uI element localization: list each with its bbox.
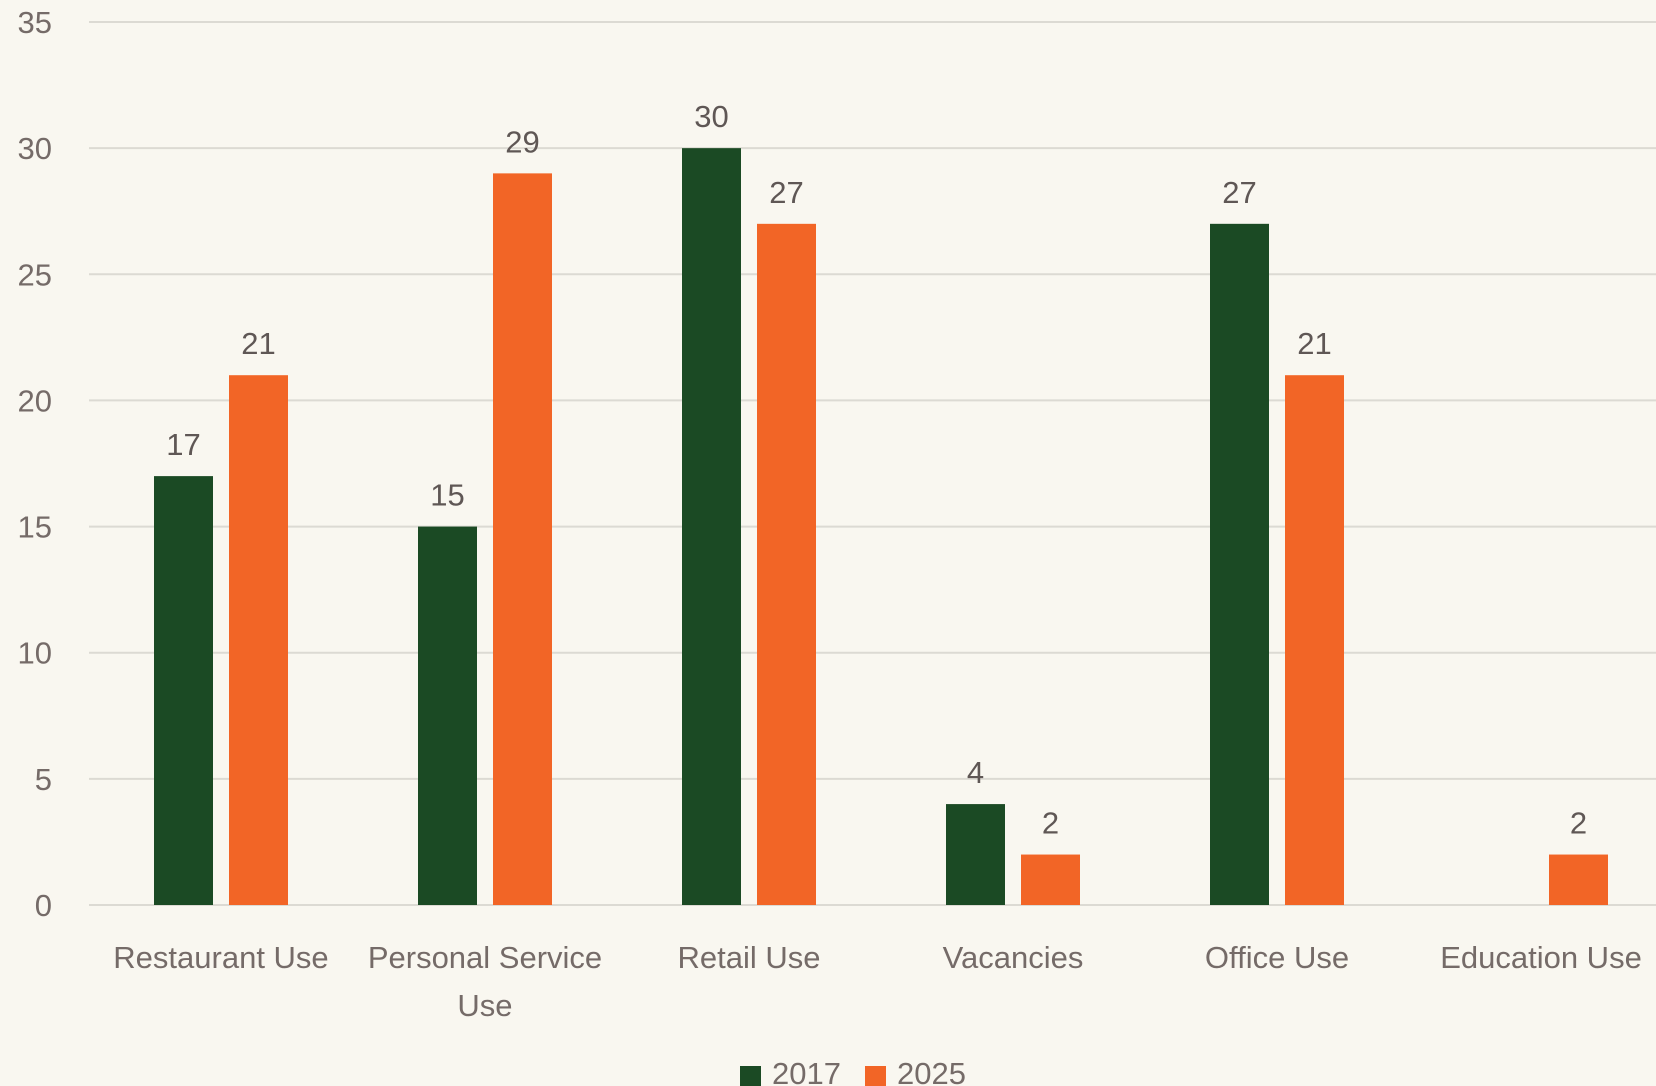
gridlines — [89, 21, 1656, 906]
y-tick-label: 0 — [35, 888, 52, 923]
data-label: 2 — [1042, 806, 1059, 841]
bar-2017 — [418, 526, 477, 905]
x-category-label: Retail Use — [678, 940, 821, 975]
legend-label-2017: 2017 — [772, 1056, 841, 1086]
y-tick-label: 35 — [18, 5, 52, 40]
x-category-label: Personal Service Use — [368, 940, 602, 1023]
bar-2017 — [154, 476, 213, 905]
bar-2025 — [493, 173, 552, 905]
legend-swatch-2025 — [865, 1066, 886, 1086]
bar-2017 — [682, 148, 741, 906]
bar-2025 — [1021, 854, 1080, 905]
x-category-label: Vacancies — [943, 940, 1084, 975]
x-axis: Restaurant Use Personal Service Use Retail … — [113, 940, 1642, 1023]
data-label: 2 — [1570, 806, 1587, 841]
bars: 17 21 15 29 30 27 4 2 27 21 2 — [154, 99, 1608, 906]
data-label: 27 — [1222, 175, 1256, 210]
data-label: 4 — [967, 755, 984, 790]
y-tick-label: 20 — [18, 383, 52, 418]
data-label: 29 — [505, 124, 539, 159]
data-label: 21 — [241, 326, 275, 361]
y-tick-label: 30 — [18, 131, 52, 166]
x-category-label: Restaurant Use — [113, 940, 328, 975]
bar-2025 — [229, 375, 288, 905]
bar-2017 — [1210, 223, 1269, 906]
x-category-label: Education Use — [1440, 940, 1642, 975]
x-category-label: Office Use — [1205, 940, 1349, 975]
y-tick-label: 5 — [35, 762, 52, 797]
legend-label-2025: 2025 — [897, 1056, 966, 1086]
data-label: 30 — [694, 99, 728, 134]
data-label: 27 — [769, 175, 803, 210]
y-tick-label: 10 — [18, 636, 52, 671]
y-tick-label: 25 — [18, 257, 52, 292]
y-axis: 0 5 10 15 20 25 30 35 — [18, 5, 52, 923]
data-label: 15 — [430, 478, 464, 513]
y-tick-label: 15 — [18, 510, 52, 545]
bar-2017 — [946, 804, 1005, 905]
legend-swatch-2017 — [740, 1066, 761, 1086]
bar-2025 — [757, 223, 816, 906]
data-label: 17 — [166, 427, 200, 462]
data-label: 21 — [1297, 326, 1331, 361]
bar-2025 — [1549, 854, 1608, 905]
bar-2025 — [1285, 375, 1344, 905]
legend: 2017 2025 — [740, 1056, 966, 1086]
